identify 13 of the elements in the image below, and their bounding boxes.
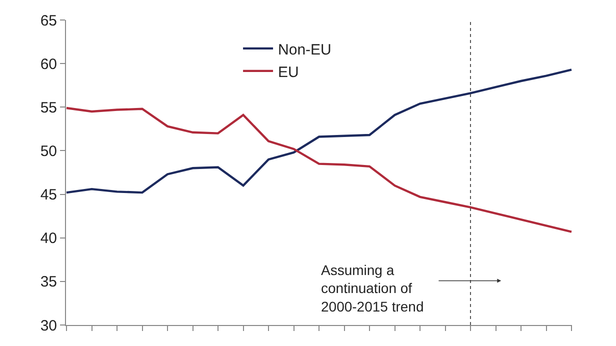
line-series (66, 106, 572, 233)
y-tick-label: 50 (40, 142, 57, 160)
y-tick-label: 40 (40, 230, 57, 248)
y-tick-label: 55 (40, 99, 57, 116)
y-tick-label: 30 (40, 317, 57, 334)
y-tick-label: 45 (40, 186, 57, 204)
legend-label: EU (278, 64, 299, 81)
line-series (66, 68, 572, 194)
legend-label: Non-EU (278, 41, 332, 58)
y-tick-label: 60 (40, 56, 57, 73)
annotation: Assuming a continuation of 2000-2015 trend (321, 262, 424, 314)
y-tick-label: 65 (40, 12, 57, 30)
y-tick-label: 35 (40, 274, 57, 291)
